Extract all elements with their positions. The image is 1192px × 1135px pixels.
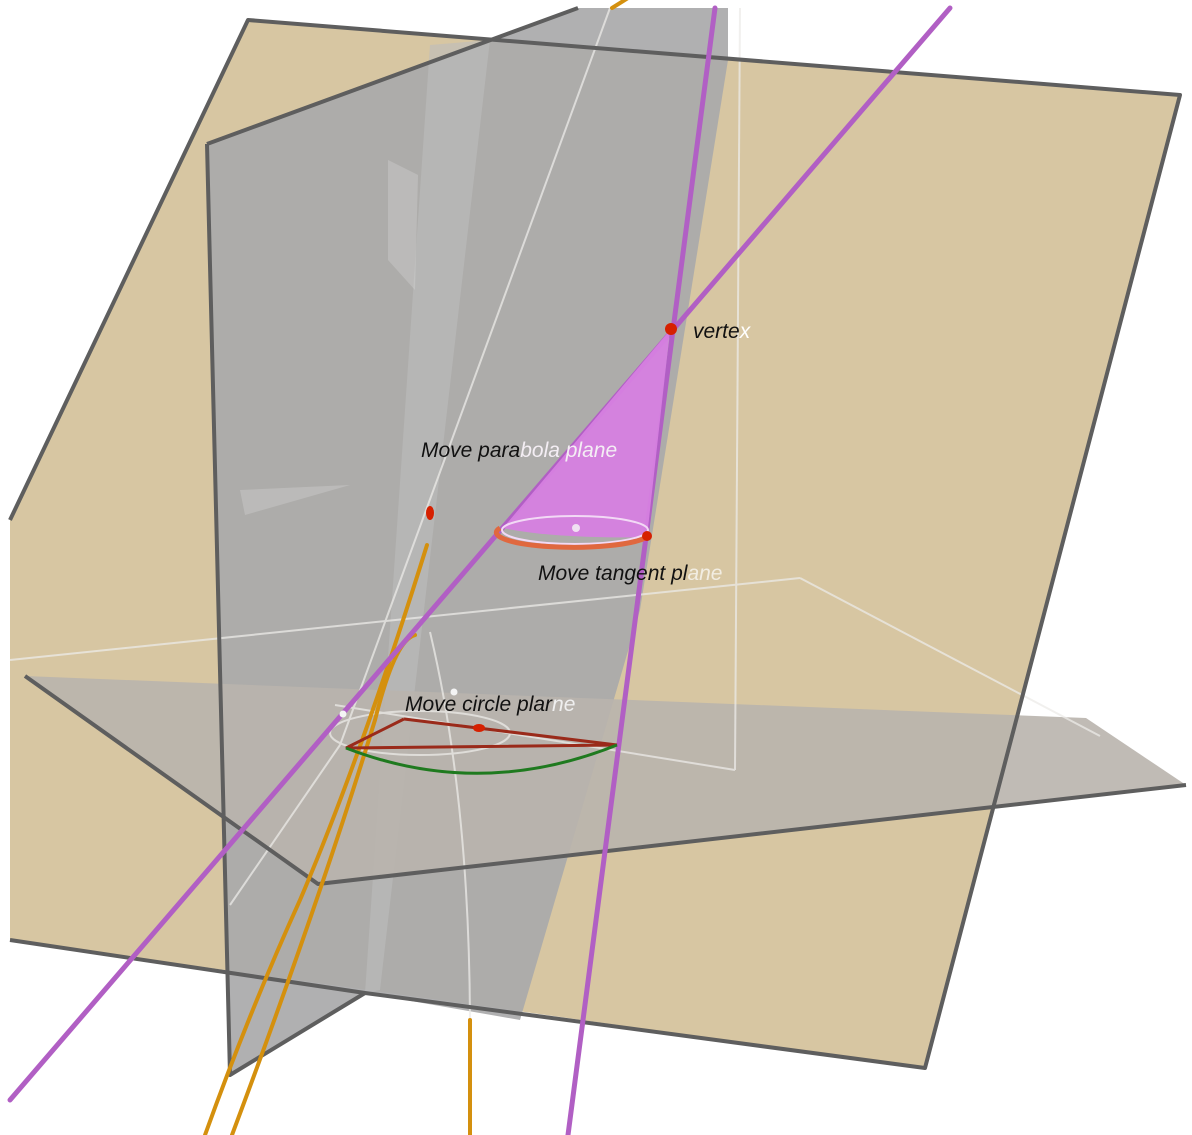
cone-base-back <box>501 515 649 545</box>
circle-arc[interactable] <box>345 743 618 775</box>
cone-base-center <box>572 524 580 532</box>
faint-point-2 <box>339 710 347 718</box>
move-circle-plane-label[interactable]: Move circle plarne <box>405 693 575 716</box>
chord-segment[interactable] <box>345 717 618 750</box>
tangent-plane-point[interactable] <box>642 531 652 541</box>
vertex-label[interactable]: vertex <box>693 320 752 343</box>
construction-lines <box>9 7 1101 1031</box>
plane-edges <box>8 6 1187 1077</box>
cone-surface[interactable] <box>503 330 670 538</box>
cone-base-rim <box>493 525 649 550</box>
circle-plane[interactable] <box>25 676 1186 884</box>
move-parabola-plane-label[interactable]: Move parabola plane <box>421 439 617 462</box>
cone-generators[interactable] <box>7 5 953 1135</box>
faint-point-1 <box>450 688 458 696</box>
vertex-point[interactable] <box>665 323 677 335</box>
parabola-plane-point[interactable] <box>426 506 434 520</box>
circle-plane-point[interactable] <box>473 724 485 732</box>
move-tangent-plane-label[interactable]: Move tangent plane <box>538 562 722 585</box>
